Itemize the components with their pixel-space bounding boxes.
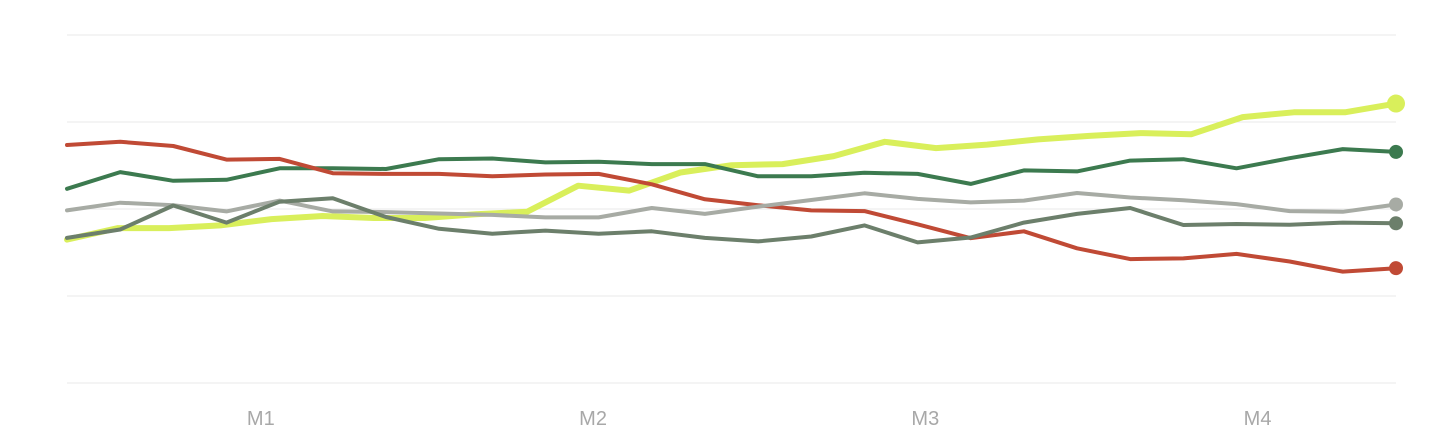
x-tick-label-m4: M4	[1244, 408, 1272, 430]
series-lines	[64, 100, 1399, 274]
series-end-marker-2	[1389, 261, 1403, 276]
end-markers	[1387, 94, 1405, 276]
series-line-2	[65, 139, 1398, 274]
series-line-0	[64, 100, 1399, 243]
series-end-marker-3	[1389, 197, 1403, 212]
series-line-1	[65, 147, 1398, 191]
x-tick-label-m3: M3	[911, 408, 939, 430]
series-end-marker-0	[1387, 94, 1405, 113]
series-end-marker-4	[1389, 216, 1403, 231]
x-tick-label-m2: M2	[579, 408, 607, 430]
series-end-marker-1	[1389, 144, 1403, 159]
x-tick-label-m1: M1	[247, 408, 275, 430]
series-line-4	[65, 196, 1398, 245]
x-axis-ticks: M1 M2 M3 M4	[247, 408, 1272, 430]
